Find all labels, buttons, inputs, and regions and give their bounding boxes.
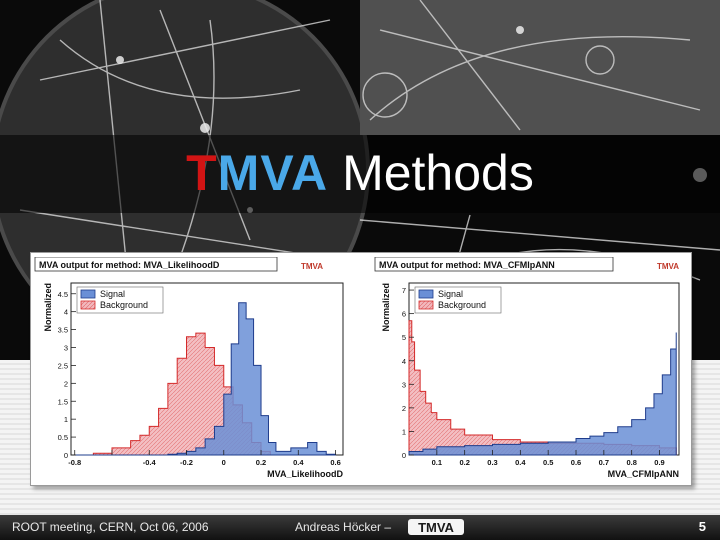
x-tick-label: 0 <box>222 458 226 467</box>
plot-panel: MVA output for method: MVA_LikelihoodD TM… <box>30 252 692 486</box>
title-part-mva: MVA <box>217 145 329 201</box>
y-axis-label: Normalized <box>381 283 391 332</box>
y-tick-label: 4 <box>402 357 406 366</box>
footer-logo-text: TMVA <box>418 520 454 535</box>
legend-signal-label: Signal <box>438 289 463 299</box>
x-tick-label: 0.4 <box>515 458 526 467</box>
chart-title-box <box>374 257 614 272</box>
tmva-logo-icon <box>649 259 687 271</box>
x-tick-label: -0.2 <box>180 458 193 467</box>
cfmlpann-chart: MVA output for method: MVA_CFMlpANN TMVA 0… <box>374 257 687 479</box>
legend-signal-label: Signal <box>100 289 125 299</box>
y-tick-label: 6 <box>402 310 406 319</box>
legend-background-label: Background <box>438 300 486 310</box>
x-tick-label: -0.8 <box>68 458 81 467</box>
x-tick-label: -0.4 <box>143 458 157 467</box>
x-tick-label: 0.6 <box>330 458 340 467</box>
y-tick-label: 0 <box>402 451 406 460</box>
y-tick-label: 3.5 <box>58 326 68 335</box>
x-tick-label: 0.6 <box>571 458 581 467</box>
y-tick-label: 3 <box>402 380 406 389</box>
x-tick-label: 0.7 <box>599 458 609 467</box>
title-part-t: T <box>186 145 218 201</box>
likelihood-chart: MVA output for method: MVA_LikelihoodD TM… <box>34 257 344 479</box>
legend-signal-swatch <box>418 289 434 299</box>
legend-background-swatch <box>418 300 434 310</box>
x-axis-label: MVA_CFMlpANN <box>608 469 679 479</box>
legend-signal-swatch <box>80 289 96 299</box>
tmva-logo-icon <box>293 259 331 271</box>
y-tick-label: 5 <box>402 333 406 342</box>
chart-logo-text: TMVA <box>657 262 679 271</box>
y-tick-label: 7 <box>402 286 406 295</box>
x-tick-label: 0.4 <box>293 458 304 467</box>
x-tick-label: 0.5 <box>543 458 553 467</box>
signal-histogram <box>408 332 677 456</box>
y-tick-label: 0 <box>64 451 68 460</box>
y-tick-label: 1 <box>64 415 68 424</box>
footer-bar: ROOT meeting, CERN, Oct 06, 2006 Andreas… <box>0 515 720 540</box>
slide-title: TMVA Methods <box>0 140 720 206</box>
x-tick-label: 0.8 <box>626 458 636 467</box>
y-tick-label: 4 <box>64 308 68 317</box>
x-tick-label: 0.3 <box>487 458 497 467</box>
y-axis-label: Normalized <box>43 283 53 332</box>
y-tick-label: 4.5 <box>58 290 68 299</box>
tmva-logo-icon: TMVA <box>408 519 464 535</box>
x-tick-label: 0.9 <box>654 458 664 467</box>
chart-title: MVA output for method: MVA_LikelihoodD <box>39 260 220 270</box>
legend-background-label: Background <box>100 300 148 310</box>
title-band <box>0 135 720 213</box>
y-tick-label: 3 <box>64 344 68 353</box>
y-tick-label: 0.5 <box>58 433 68 442</box>
y-tick-label: 2 <box>64 379 68 388</box>
y-tick-label: 1 <box>402 427 406 436</box>
signal-histogram <box>74 302 337 456</box>
footer-meeting-info: ROOT meeting, CERN, Oct 06, 2006 <box>12 520 209 534</box>
y-tick-label: 1.5 <box>58 397 68 406</box>
x-tick-label: 0.2 <box>459 458 469 467</box>
page-number: 5 <box>698 519 706 534</box>
footer-author: Andreas Höcker – <box>295 520 392 534</box>
chart-title-box <box>34 257 278 272</box>
x-tick-label: 0.1 <box>432 458 442 467</box>
x-tick-label: 0.2 <box>256 458 266 467</box>
y-tick-label: 2 <box>402 404 406 413</box>
legend-background-swatch <box>80 300 96 310</box>
chart-logo-text: TMVA <box>301 262 323 271</box>
title-part-methods: Methods <box>342 145 534 201</box>
y-tick-label: 2.5 <box>58 361 68 370</box>
x-axis-label: MVA_LikelihoodD <box>267 469 343 479</box>
chart-title: MVA output for method: MVA_CFMlpANN <box>379 260 555 270</box>
